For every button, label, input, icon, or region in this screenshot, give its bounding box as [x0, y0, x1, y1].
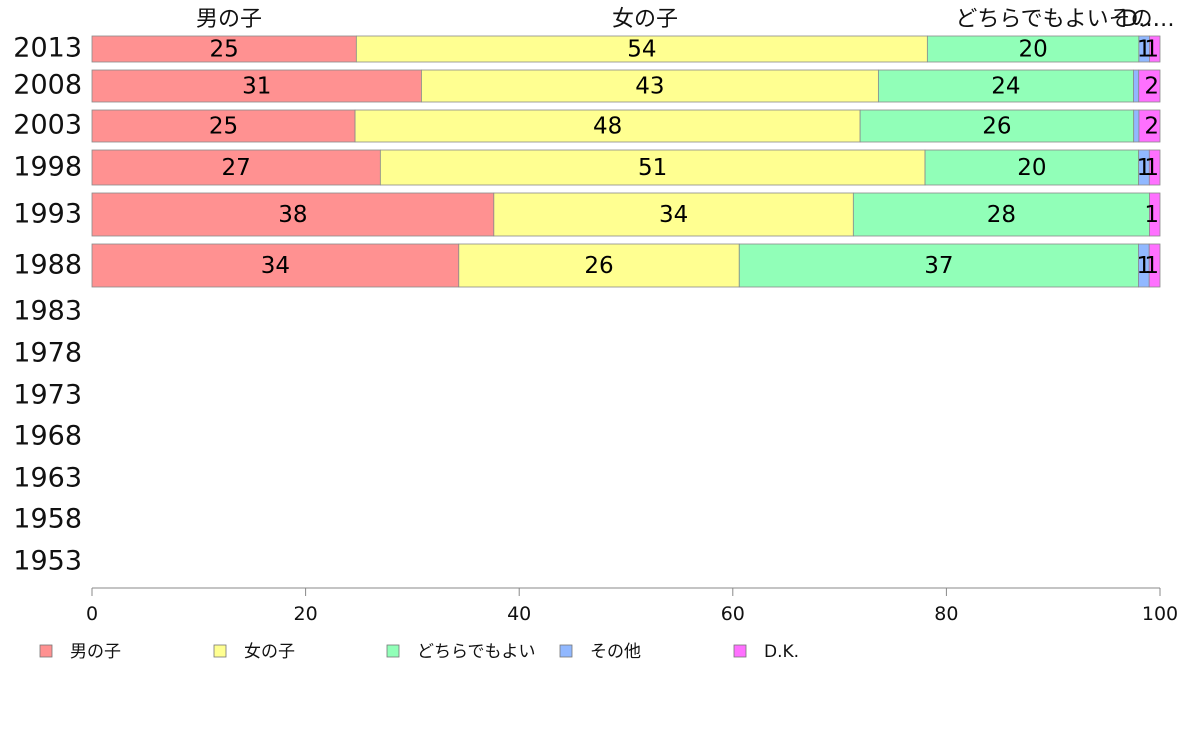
- column-header-2: 女の子: [612, 7, 678, 32]
- year-label-1983: 1983: [13, 296, 82, 327]
- data-label-2008-2: 43: [635, 74, 664, 100]
- bar-segment-1998-3: [924, 149, 1140, 186]
- year-axis-labels: 2013 2008 2003 1998 1993 1988 1983 1978 1973 1968…: [13, 33, 82, 577]
- bar-segment-2003-3: [859, 109, 1135, 143]
- data-label-2003-2: 48: [593, 114, 622, 140]
- bar-segment-1993-3: [852, 192, 1150, 237]
- x-axis: 0 20 40 60 80 100: [86, 587, 1178, 625]
- data-label-2008-3: 24: [991, 74, 1020, 100]
- year-label-2013: 2013: [13, 33, 82, 64]
- column-header-3: どちらでもよいその…: [955, 7, 1174, 32]
- bar-segment-2013-2: [355, 35, 928, 63]
- bar-segment-2003-5: [1138, 109, 1161, 143]
- data-label-1998-2: 51: [638, 155, 667, 181]
- bar-segment-2008-4: [1133, 69, 1140, 103]
- data-label-1998-1: 27: [222, 155, 251, 181]
- bar-segment-2013-1: [91, 35, 357, 63]
- bar-segment-1998-2: [379, 149, 926, 186]
- year-label-1973: 1973: [13, 380, 82, 411]
- year-label-1958: 1958: [13, 504, 82, 535]
- column-header-4: D…: [1121, 7, 1160, 32]
- bar-segment-2008-3: [877, 69, 1134, 103]
- x-tick-label-100: 100: [1142, 603, 1178, 625]
- data-label-1993-5: 1: [1144, 202, 1159, 228]
- data-label-1988-2: 26: [584, 253, 613, 279]
- legend-swatch-5: [733, 644, 747, 658]
- bar-segment-1993-5: [1149, 192, 1161, 237]
- year-label-1988: 1988: [13, 250, 82, 281]
- bar-segment-1998-1: [91, 149, 381, 186]
- data-label-2013-5: 1: [1144, 37, 1159, 63]
- data-label-2013-1: 25: [210, 37, 239, 63]
- data-label-1998-4: 1: [1137, 155, 1152, 181]
- year-label-1953: 1953: [13, 546, 82, 577]
- legend-swatch-4: [559, 644, 573, 658]
- year-label-1993: 1993: [13, 199, 82, 230]
- legend-label-2: 女の子: [244, 642, 295, 662]
- bar-segment-1998-5: [1148, 149, 1161, 186]
- data-label-1998-5: 1: [1144, 155, 1159, 181]
- bar-segment-2013-3: [926, 35, 1140, 63]
- bar-segment-2013-5: [1149, 35, 1161, 63]
- year-label-1978: 1978: [13, 338, 82, 369]
- bar-segment-1988-1: [91, 243, 460, 288]
- legend-label-4: その他: [590, 642, 641, 662]
- legend-swatch-2: [213, 644, 227, 658]
- data-label-2008-1: 31: [242, 74, 271, 100]
- data-label-1988-5: 1: [1144, 253, 1159, 279]
- legend-label-5: D.K.: [764, 642, 799, 662]
- data-label-2003-3: 26: [982, 114, 1011, 140]
- data-label-1993-1: 38: [278, 202, 307, 228]
- bar-segment-1993-2: [493, 192, 854, 237]
- column-header-1: 男の子: [196, 7, 262, 32]
- bar-segment-1988-5: [1148, 243, 1161, 288]
- legend-label-3: どちらでもよい: [417, 642, 536, 662]
- data-label-2013-2: 54: [627, 37, 656, 63]
- data-label-2008-5: 2: [1144, 74, 1159, 100]
- year-label-2003: 2003: [13, 110, 82, 141]
- legend-label-1: 男の子: [70, 642, 121, 662]
- x-tick-label-20: 20: [294, 603, 318, 625]
- data-label-1988-4: 1: [1136, 253, 1151, 279]
- column-headers: 男の子 女の子 どちらでもよいその…D…: [196, 7, 1175, 32]
- data-label-2013-3: 20: [1018, 37, 1047, 63]
- year-label-1963: 1963: [13, 463, 82, 494]
- data-label-2013-4: 1: [1137, 37, 1152, 63]
- x-tick-label-0: 0: [86, 603, 98, 625]
- bar-segment-2003-4: [1133, 109, 1140, 143]
- data-label-1993-3: 28: [987, 202, 1016, 228]
- year-label-2008: 2008: [13, 70, 82, 101]
- year-label-1998: 1998: [13, 152, 82, 183]
- x-tick-label-40: 40: [507, 603, 531, 625]
- legend-swatch-1: [39, 644, 53, 658]
- year-label-1968: 1968: [13, 421, 82, 452]
- data-label-2003-5: 2: [1144, 114, 1159, 140]
- legend: 男の子 女の子 どちらでもよい その他 D.K.: [39, 642, 799, 662]
- x-tick-label-60: 60: [721, 603, 745, 625]
- data-label-1998-3: 20: [1017, 155, 1046, 181]
- x-tick-label-80: 80: [934, 603, 958, 625]
- data-label-1988-1: 34: [261, 253, 290, 279]
- bar-segment-1988-3: [738, 243, 1139, 288]
- bar-segment-2003-1: [91, 109, 356, 143]
- data-label-1993-2: 34: [659, 202, 688, 228]
- data-label-2003-1: 25: [209, 114, 238, 140]
- data-label-1988-3: 37: [924, 253, 953, 279]
- legend-swatch-3: [386, 644, 400, 658]
- bar-segment-1988-2: [458, 243, 740, 288]
- bar-segment-2008-5: [1138, 69, 1161, 103]
